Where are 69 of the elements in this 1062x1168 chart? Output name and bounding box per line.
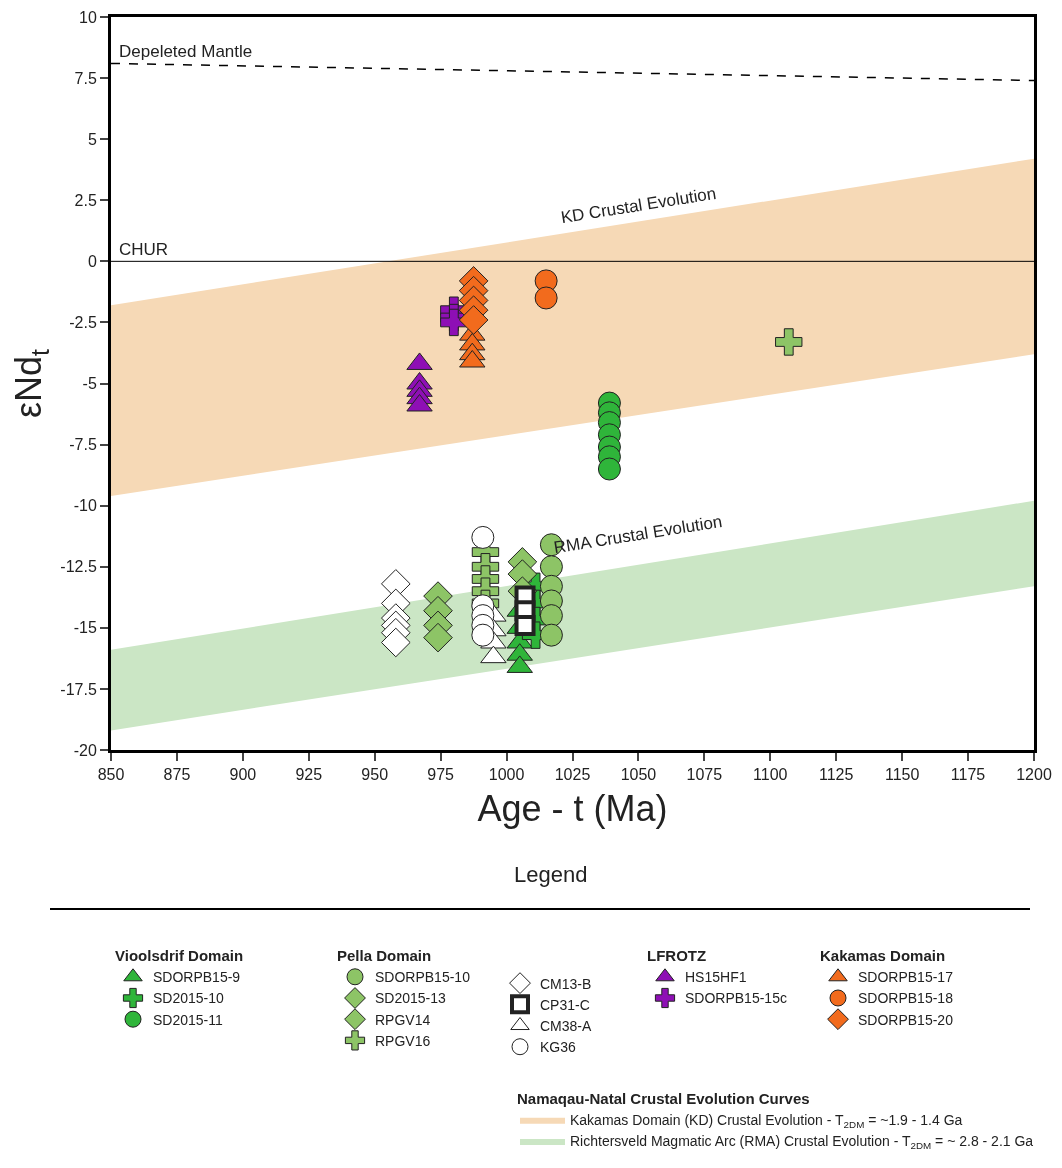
point	[539, 604, 563, 628]
legend-label: SD2015-10	[153, 990, 225, 1007]
legend-label: CM38-A	[540, 1017, 593, 1034]
legend-label: SD2015-13	[375, 990, 447, 1007]
point	[597, 457, 621, 481]
legend-label: HS15HF1	[685, 969, 747, 986]
y-tick-label: -15	[73, 619, 97, 637]
y-tick-label: -7.5	[69, 436, 97, 454]
x-tick-label: 875	[163, 766, 191, 784]
x-tick-label: 1100	[753, 766, 788, 784]
point	[423, 622, 453, 653]
annotation: RMA Crustal Evolution	[552, 511, 724, 558]
point	[539, 623, 563, 647]
legend-label: SDORPB15-17	[858, 969, 954, 986]
x-tick-label: 1150	[884, 766, 920, 784]
legend-label: Kakamas Domain (KD) Crustal Evolution - T$_{2DM}$ = ~1.9 - 1.4 Ga	[570, 1112, 963, 1131]
x-tick-label: 1125	[819, 766, 854, 784]
y-tick-label: -2.5	[69, 314, 97, 332]
y-tick-label: -20	[73, 741, 97, 759]
point	[471, 525, 495, 549]
text: LFROTZ	[647, 947, 707, 965]
legend-title: Legend	[514, 862, 588, 887]
x-tick-label: 1175	[950, 766, 986, 784]
legend-label: SD2015-11	[153, 1011, 223, 1028]
legend-label: SDORPB15-9	[153, 969, 241, 986]
legend-label: SDORPB15-20	[858, 1011, 954, 1028]
x-tick-label: 850	[97, 766, 125, 784]
y-tick-label: 2.5	[74, 191, 97, 209]
point	[539, 555, 563, 579]
point	[775, 328, 803, 356]
y-tick-label: -12.5	[60, 558, 97, 576]
y-tick-label: 7.5	[74, 69, 97, 87]
x-tick-label: 1200	[1016, 766, 1052, 784]
text: Kakamas Domain	[820, 947, 946, 965]
y-tick-label: 5	[87, 130, 97, 148]
x-tick-label: 900	[229, 766, 257, 784]
legend-label: CM13-B	[540, 975, 592, 992]
ref-line-label: CHUR	[119, 240, 169, 259]
y-tick-label: 0	[87, 252, 97, 270]
point	[458, 305, 489, 335]
legend-label: RPGV14	[375, 1011, 431, 1028]
y-tick-label: -10	[73, 497, 97, 515]
x-tick-label: 1025	[554, 766, 591, 784]
point	[514, 614, 536, 636]
legend-label: SDORPB15-18	[858, 990, 954, 1007]
x-tick-label: 975	[427, 766, 455, 784]
y-tick-label: 10	[79, 8, 97, 26]
point	[381, 627, 411, 658]
legend-label: SDORPB15-15c	[685, 990, 787, 1007]
point	[534, 286, 558, 310]
text: Pella Domain	[337, 947, 432, 965]
point	[471, 623, 495, 647]
legend-label: CP31-C	[540, 996, 590, 1013]
text: Namaqau-Natal Crustal Evolution Curves	[517, 1090, 810, 1108]
legend-label: RPGV16	[375, 1032, 431, 1049]
y-tick-label: -17.5	[60, 680, 97, 698]
x-tick-label: 1000	[488, 766, 525, 784]
x-tick-label: 1075	[686, 766, 723, 784]
x-tick-label: 1050	[620, 766, 657, 784]
legend-label: KG36	[540, 1039, 577, 1056]
x-tick-label: 925	[295, 766, 323, 784]
x-tick-label: 950	[361, 766, 389, 784]
y-tick-label: -5	[82, 375, 97, 393]
text: Vioolsdrif Domain	[115, 947, 244, 965]
annotation: KD Crustal Evolution	[559, 183, 718, 228]
legend-label: SDORPB15-10	[375, 969, 471, 986]
x-axis-title: Age - t (Ma)	[477, 787, 668, 829]
legend-label: Richtersveld Magmatic Arc (RMA) Crustal Evolution - T$_{2DM}$ = ~ 2.8 - 2.1 Ga	[570, 1133, 1034, 1152]
series-label: Depeleted Mantle	[119, 42, 253, 61]
